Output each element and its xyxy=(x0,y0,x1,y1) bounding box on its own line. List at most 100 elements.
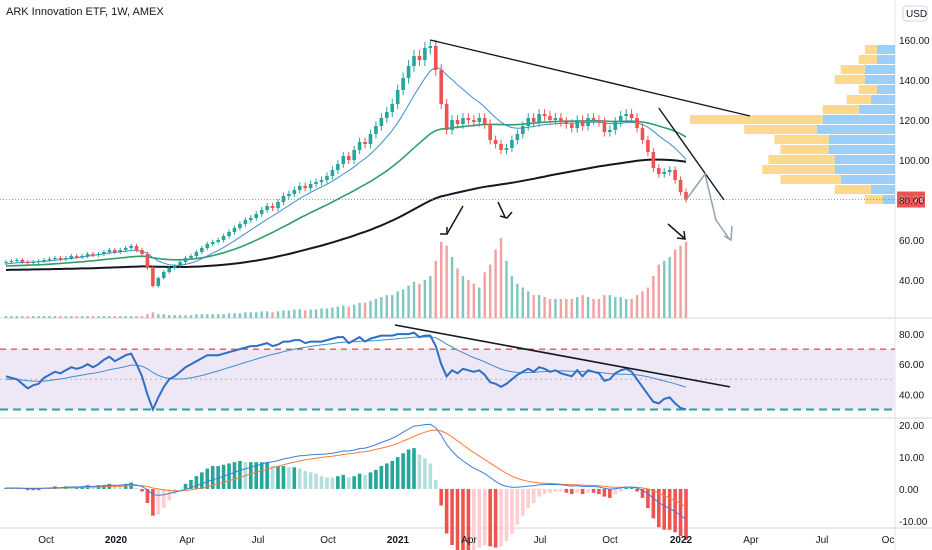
volume-bar xyxy=(233,313,236,318)
price-tick-label: 40.00 xyxy=(899,276,924,287)
candle-body xyxy=(472,120,476,122)
volume-bar xyxy=(499,238,503,318)
candle-body xyxy=(243,220,248,224)
candle-body xyxy=(488,124,492,140)
macd-signal-line xyxy=(6,429,687,508)
time-tick-label: Oct xyxy=(602,535,618,546)
volume-bar xyxy=(216,314,220,318)
volume-bar xyxy=(608,295,612,318)
candle-body xyxy=(270,206,275,208)
axes: 80.24 USD 40.00 60.00 80.00 100.00 120.00 140.0… xyxy=(38,5,930,546)
volume-bar xyxy=(646,287,650,318)
candle-body xyxy=(684,192,688,200)
candle-body xyxy=(42,260,46,261)
volume-profile xyxy=(690,45,895,204)
candle-body xyxy=(602,122,607,132)
volume-bar xyxy=(265,311,269,318)
macd-histogram-bar xyxy=(167,488,171,501)
macd-histogram-bar xyxy=(118,485,123,489)
last-price-badge xyxy=(897,191,925,208)
macd-histogram-bar xyxy=(363,474,367,489)
time-tick-label: 2020 xyxy=(105,535,128,546)
candle-body xyxy=(69,256,74,258)
moving-averages xyxy=(5,66,687,271)
macd-histogram-bar xyxy=(526,488,531,509)
volume-profile-up xyxy=(858,105,895,114)
macd-histogram-bar xyxy=(31,488,35,491)
volume-bar xyxy=(614,297,617,318)
volume-bar xyxy=(624,298,628,318)
arrow-head xyxy=(440,227,448,235)
volume-bar xyxy=(342,305,345,318)
macd-histogram-bar xyxy=(564,488,569,493)
macd-histogram-bar xyxy=(341,474,346,489)
macd-histogram-bar xyxy=(433,480,438,489)
macd-histogram-bar xyxy=(597,488,601,495)
candle-body xyxy=(314,182,318,184)
candle-body xyxy=(319,180,324,182)
candle-body xyxy=(292,190,297,194)
volume-bar xyxy=(255,312,258,318)
volume-bar xyxy=(336,306,340,318)
volume-bar xyxy=(238,313,242,318)
candle-body xyxy=(433,46,438,70)
candle-body xyxy=(172,266,177,268)
macd-histogram-bar xyxy=(499,488,503,547)
volume-bar xyxy=(412,281,416,318)
candle-body xyxy=(178,262,182,266)
macd-histogram-bar xyxy=(542,488,547,495)
rsi-line xyxy=(5,331,687,413)
time-tick-label: Jul xyxy=(252,535,265,546)
volume-bar xyxy=(26,316,29,318)
candle-body xyxy=(227,232,231,236)
macd-histogram-bar xyxy=(455,488,460,550)
arrow-shaft xyxy=(667,223,685,239)
volume-bar xyxy=(195,314,198,318)
volume-bar xyxy=(293,309,296,318)
rsi-tick-label: 40.00 xyxy=(899,390,924,401)
candle-body xyxy=(134,246,139,250)
candle-body xyxy=(580,120,585,126)
volume-profile-down xyxy=(762,165,835,174)
volume-bar xyxy=(124,316,127,318)
candle-body xyxy=(515,134,520,140)
volume-bar xyxy=(521,287,524,318)
candle-body xyxy=(96,254,101,255)
volume-bar xyxy=(396,291,399,318)
candle-body xyxy=(194,252,199,256)
candle-body xyxy=(401,78,405,90)
macd-histogram-bar xyxy=(189,480,193,489)
candle-body xyxy=(635,118,639,128)
macd-histogram-bar xyxy=(651,488,656,519)
macd-histogram-bar xyxy=(161,488,166,509)
volume-profile-up xyxy=(828,135,895,144)
macd-histogram-bar xyxy=(194,476,199,489)
macd-histogram-bar xyxy=(678,488,683,537)
candle-body xyxy=(564,122,569,124)
volume-profile-up xyxy=(876,55,895,64)
candle-body xyxy=(450,120,454,130)
macd-histogram-bar xyxy=(629,487,634,489)
volume-profile-up xyxy=(834,155,895,164)
macd-histogram-bar xyxy=(205,468,210,489)
candle-body xyxy=(297,186,302,190)
candle-body xyxy=(531,118,536,122)
candle-body xyxy=(53,258,57,259)
volume-profile-down xyxy=(780,175,841,184)
candle-body xyxy=(276,202,280,208)
volume-bar xyxy=(200,314,204,318)
time-tick-label: Oc xyxy=(882,535,895,546)
candle-body xyxy=(74,256,79,257)
volume-bar xyxy=(369,300,372,318)
candle-body xyxy=(499,144,503,150)
candle-body xyxy=(25,262,30,263)
volume-bar xyxy=(271,312,274,318)
volume-bar xyxy=(450,257,454,318)
candle-body xyxy=(183,258,188,262)
volume-bar xyxy=(151,312,155,318)
volume-bar xyxy=(304,310,307,318)
volume-profile-up xyxy=(876,45,895,54)
candle-body xyxy=(113,250,117,252)
candle-body xyxy=(80,256,84,257)
volume-bar xyxy=(282,310,285,318)
